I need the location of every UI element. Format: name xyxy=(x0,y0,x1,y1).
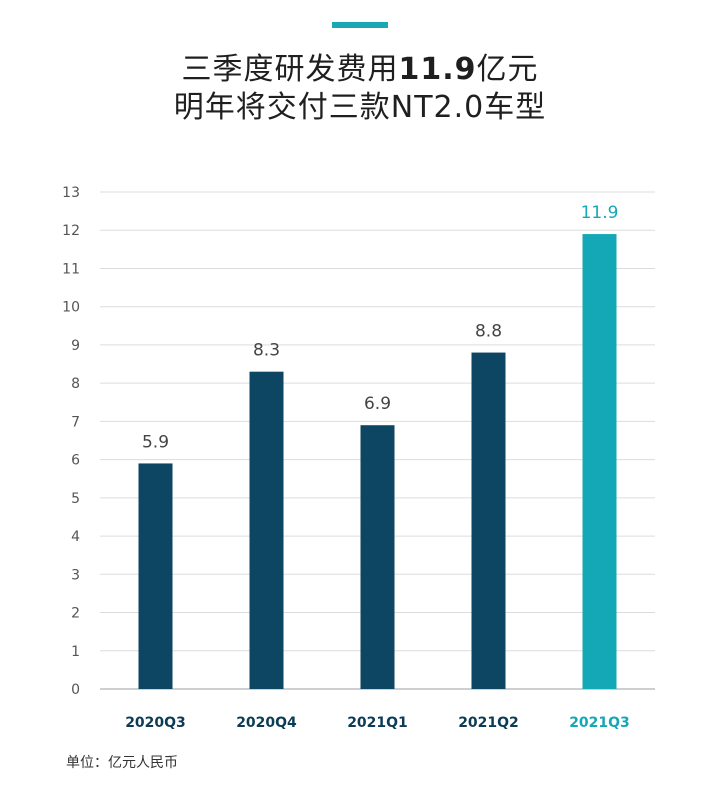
data-label: 8.8 xyxy=(475,322,502,342)
y-tick-label: 5 xyxy=(71,491,80,507)
bar xyxy=(249,371,284,689)
accent-bar xyxy=(332,22,388,28)
bar xyxy=(138,463,173,689)
y-tick-label: 13 xyxy=(62,185,80,201)
bar xyxy=(360,425,395,689)
x-tick-label: 2021Q3 xyxy=(569,715,630,731)
y-tick-label: 12 xyxy=(62,223,80,239)
x-tick-label: 2020Q3 xyxy=(125,715,186,731)
data-label: 5.9 xyxy=(142,432,169,452)
chart-title-line-2: 明年将交付三款NT2.0车型 xyxy=(173,90,547,125)
unit-label: 单位：亿元人民币 xyxy=(66,755,178,771)
y-tick-label: 4 xyxy=(71,529,80,545)
title-number: 11.9 xyxy=(398,52,477,87)
y-tick-label: 7 xyxy=(71,414,80,430)
y-tick-label: 8 xyxy=(71,376,80,392)
y-tick-label: 0 xyxy=(71,682,80,698)
y-tick-label: 9 xyxy=(71,338,80,354)
y-tick-label: 1 xyxy=(71,644,80,660)
data-label: 11.9 xyxy=(581,203,619,223)
bar xyxy=(582,234,617,690)
title-prefix: 三季度研发费用 xyxy=(181,52,399,87)
data-label: 6.9 xyxy=(364,394,391,414)
x-tick-label: 2020Q4 xyxy=(236,715,297,731)
x-tick-label: 2021Q1 xyxy=(347,715,408,731)
y-tick-label: 3 xyxy=(71,567,80,583)
x-tick-label: 2021Q2 xyxy=(458,715,519,731)
data-label: 8.3 xyxy=(253,341,280,361)
bar xyxy=(471,352,506,689)
chart-title-line-1: 三季度研发费用11.9亿元 xyxy=(0,50,720,90)
title-suffix: 亿元 xyxy=(476,52,539,87)
y-tick-label: 2 xyxy=(71,606,80,622)
y-tick-label: 11 xyxy=(62,261,80,277)
y-tick-label: 6 xyxy=(71,453,80,469)
y-tick-label: 10 xyxy=(62,300,80,316)
